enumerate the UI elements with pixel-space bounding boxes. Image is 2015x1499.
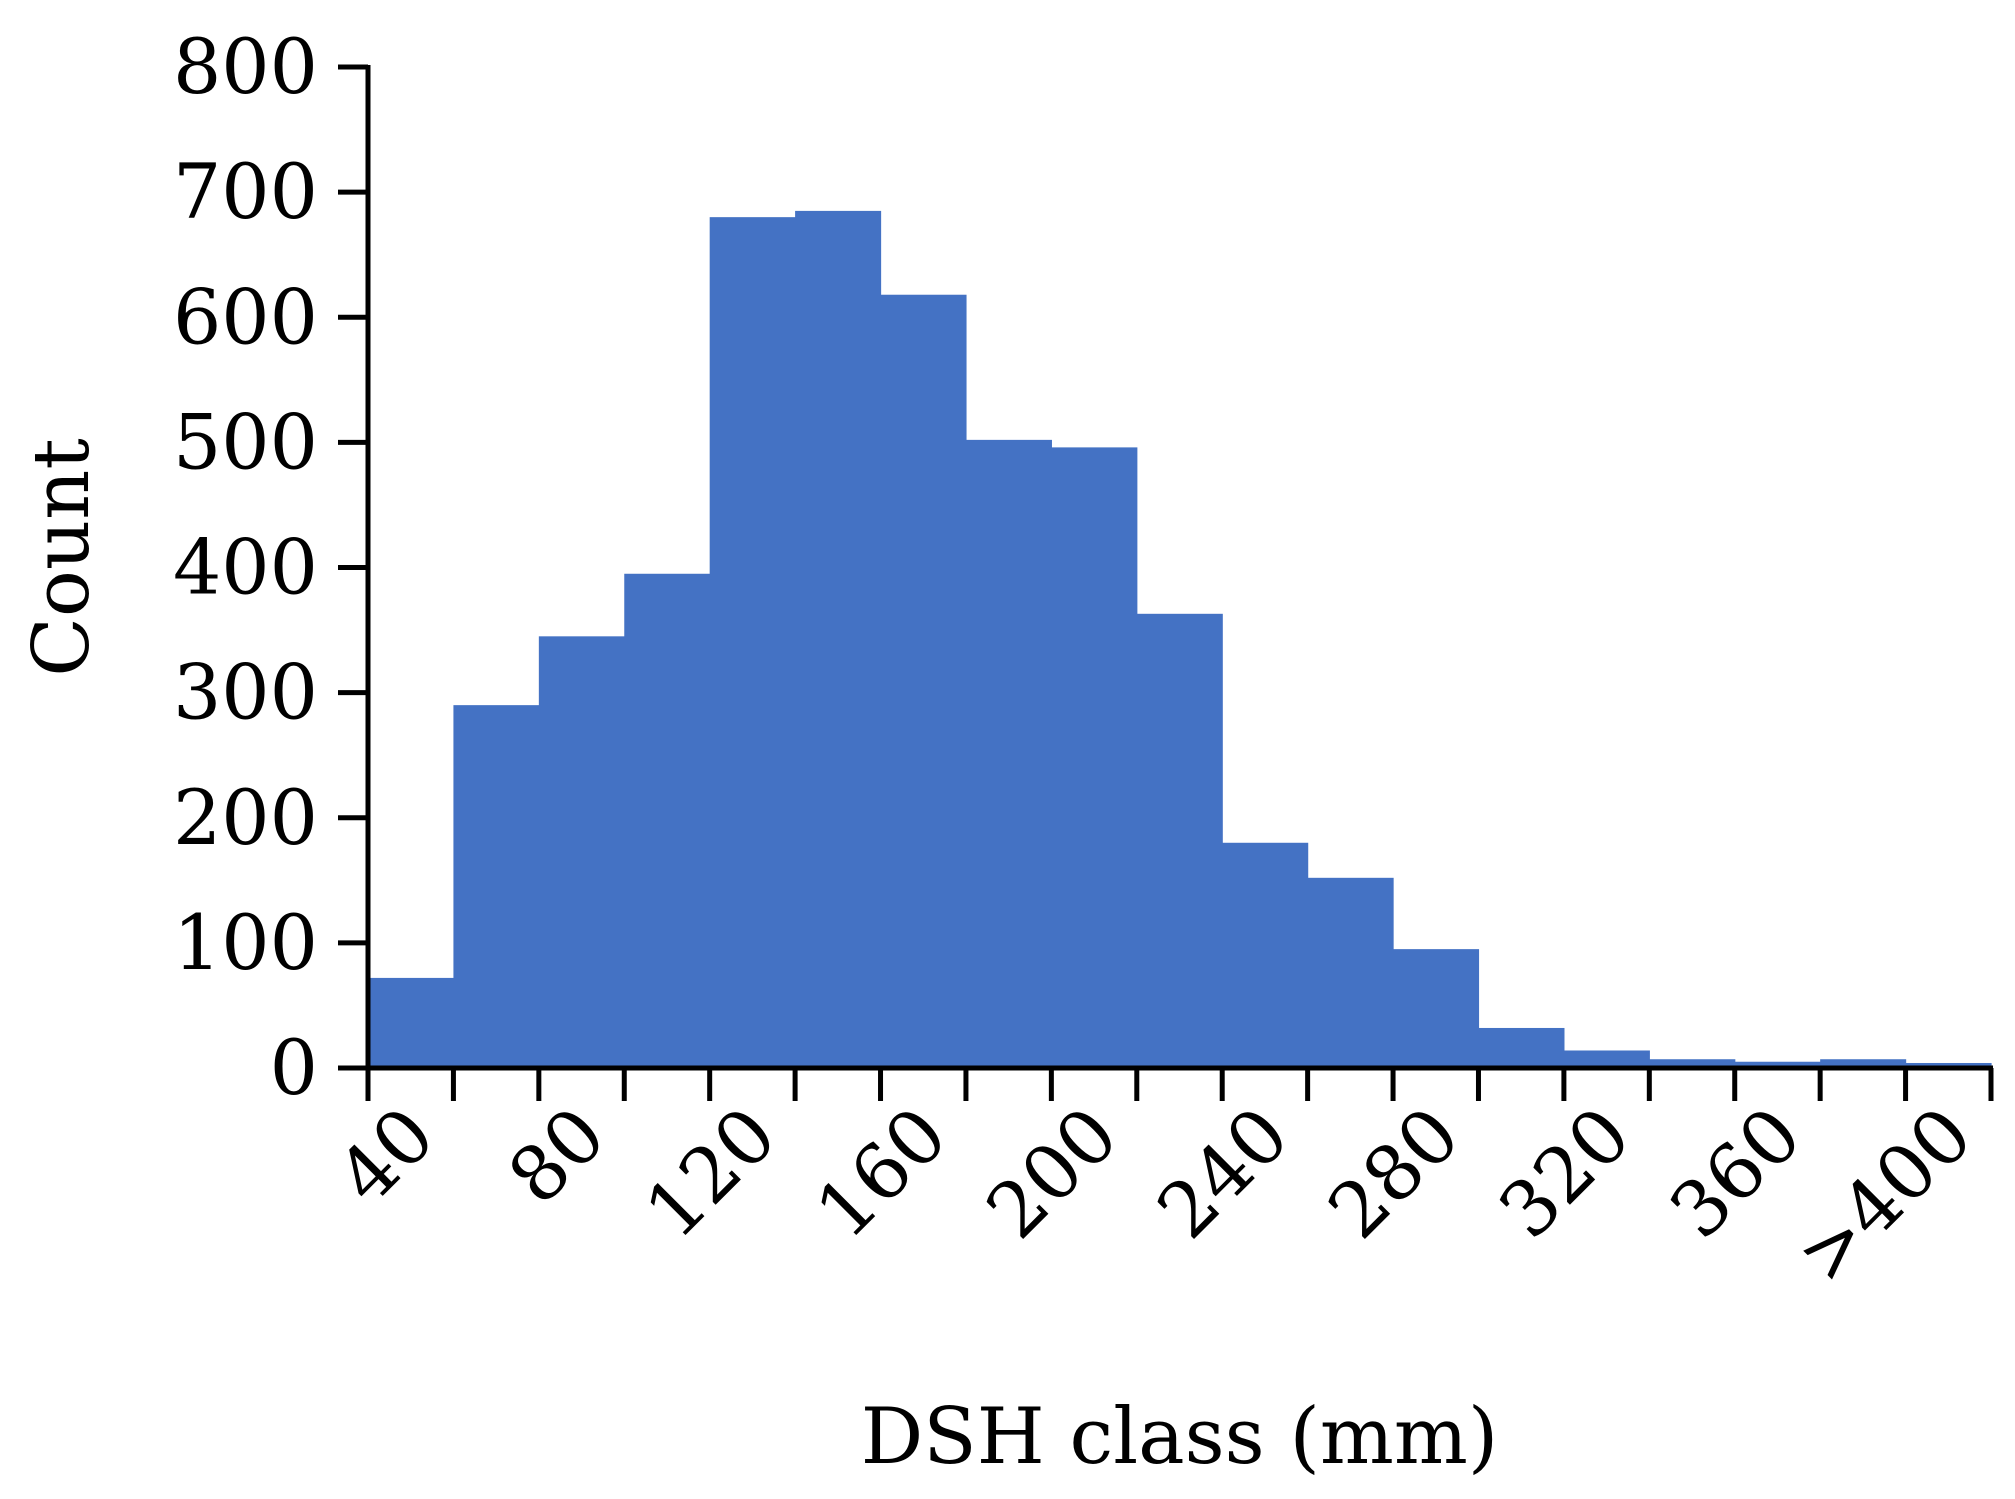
bars-group [368, 210, 1992, 1069]
y-tick-label-300: 300 [173, 648, 318, 737]
x-tick-label-6: 280 [1311, 1090, 1477, 1256]
bar-60 [453, 705, 540, 1068]
bar-240 [1222, 842, 1309, 1068]
x-axis: 40 80 120 160 200 240 280 320 360>400 [320, 1065, 1994, 1301]
y-tick-label-400: 400 [173, 523, 318, 612]
y-tick-label-100: 100 [173, 898, 318, 987]
bar-80 [538, 636, 625, 1068]
x-tick-label-9: >400 [1778, 1090, 1989, 1301]
bar-160 [880, 294, 967, 1069]
y-tick-label-200: 200 [173, 773, 318, 862]
bar->400 [1905, 1062, 1992, 1068]
y-tick-label-800: 800 [173, 22, 318, 111]
y-tick-label-600: 600 [173, 272, 318, 361]
x-tick-label-4: 200 [969, 1090, 1135, 1256]
y-tick-label-700: 700 [173, 147, 318, 236]
bar-260 [1307, 877, 1394, 1068]
bar-280 [1393, 949, 1480, 1068]
x-tick-label-0: 40 [320, 1090, 451, 1221]
bar-380 [1820, 1059, 1907, 1068]
bar-340 [1649, 1059, 1736, 1068]
bar-180 [965, 439, 1052, 1068]
bar-40 [368, 977, 455, 1068]
bar-100 [624, 573, 711, 1068]
y-tick-label-0: 0 [270, 1023, 318, 1112]
bar-360 [1734, 1061, 1821, 1068]
y-axis-title: Count [17, 438, 107, 676]
x-tick-label-1: 80 [491, 1090, 622, 1221]
bar-140 [795, 210, 882, 1068]
x-tick-label-5: 240 [1140, 1090, 1306, 1256]
bar-300 [1478, 1027, 1565, 1068]
x-tick-label-7: 320 [1482, 1090, 1648, 1256]
x-tick-label-3: 160 [798, 1090, 964, 1256]
bar-120 [709, 217, 796, 1068]
y-axis: 0 100 200 300 400 500 600 700 800 [173, 22, 371, 1112]
x-axis-title: DSH class (mm) [861, 1392, 1499, 1482]
bar-200 [1051, 447, 1138, 1068]
x-tick-label-2: 120 [628, 1090, 794, 1256]
y-tick-label-500: 500 [173, 397, 318, 486]
bar-320 [1563, 1050, 1650, 1068]
bar-220 [1136, 613, 1223, 1068]
